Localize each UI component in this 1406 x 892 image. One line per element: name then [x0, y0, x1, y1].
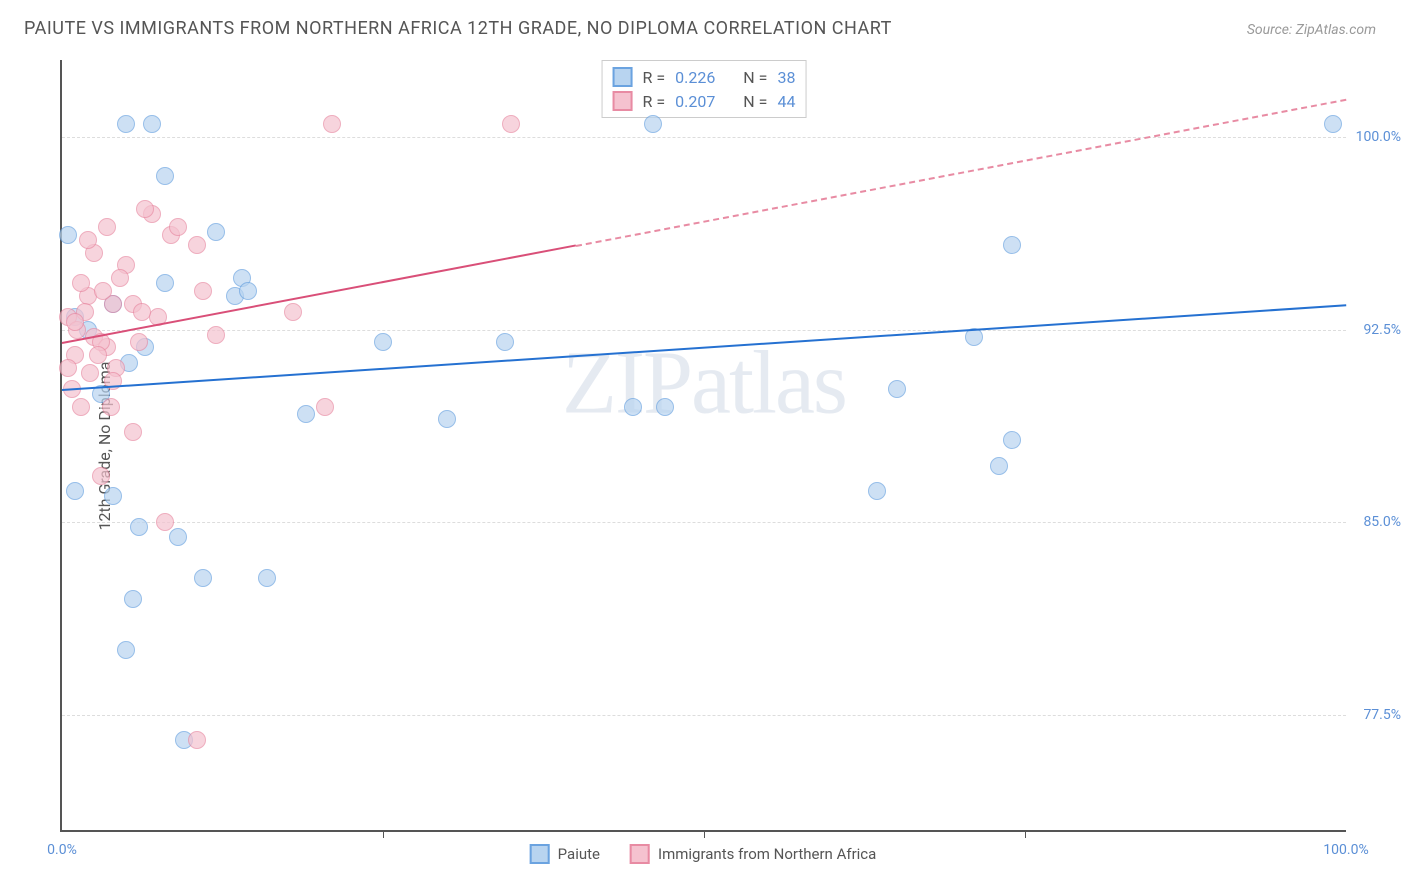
- scatter-point: [1003, 431, 1021, 449]
- trend-line: [575, 99, 1346, 247]
- scatter-point: [124, 423, 142, 441]
- scatter-point: [194, 569, 212, 587]
- scatter-point: [72, 274, 90, 292]
- r-value: 0.226: [675, 68, 715, 87]
- scatter-point: [297, 405, 315, 423]
- scatter-point: [323, 115, 341, 133]
- scatter-point: [207, 326, 225, 344]
- scatter-point: [59, 359, 77, 377]
- stats-row: R = 0.226 N = 38: [613, 65, 796, 89]
- scatter-point: [104, 487, 122, 505]
- x-tick: [704, 830, 705, 838]
- stats-row: R = 0.207 N = 44: [613, 89, 796, 113]
- scatter-point: [207, 223, 225, 241]
- gridline: [62, 330, 1346, 331]
- scatter-point: [136, 200, 154, 218]
- scatter-point: [92, 467, 110, 485]
- legend-item: Paiute: [530, 844, 600, 864]
- scatter-point: [117, 115, 135, 133]
- scatter-point: [133, 303, 151, 321]
- scatter-point: [169, 528, 187, 546]
- scatter-point: [59, 226, 77, 244]
- legend-swatch: [530, 844, 550, 864]
- x-tick-label: 0.0%: [47, 842, 77, 858]
- scatter-point: [188, 236, 206, 254]
- series-swatch: [613, 67, 633, 87]
- scatter-point: [117, 641, 135, 659]
- scatter-point: [316, 398, 334, 416]
- scatter-point: [990, 457, 1008, 475]
- source-attribution: Source: ZipAtlas.com: [1247, 22, 1376, 38]
- scatter-point: [868, 482, 886, 500]
- scatter-point: [124, 590, 142, 608]
- scatter-point: [94, 282, 112, 300]
- legend-swatch: [630, 844, 650, 864]
- stats-legend-box: R = 0.226 N = 38 R = 0.207 N = 44: [602, 60, 807, 118]
- x-tick: [383, 830, 384, 838]
- n-label: N =: [743, 92, 767, 111]
- scatter-point: [143, 115, 161, 133]
- scatter-point: [502, 115, 520, 133]
- gridline: [62, 522, 1346, 523]
- scatter-point: [102, 398, 120, 416]
- x-tick: [1025, 830, 1026, 838]
- scatter-point: [130, 333, 148, 351]
- scatter-point: [89, 346, 107, 364]
- scatter-point: [98, 218, 116, 236]
- n-value: 38: [777, 68, 795, 87]
- gridline: [62, 715, 1346, 716]
- scatter-point: [888, 380, 906, 398]
- scatter-point: [239, 282, 257, 300]
- scatter-point: [644, 115, 662, 133]
- y-tick-label: 85.0%: [1363, 514, 1401, 530]
- legend-item: Immigrants from Northern Africa: [630, 844, 876, 864]
- scatter-point: [111, 269, 129, 287]
- scatter-point: [1003, 236, 1021, 254]
- n-value: 44: [777, 92, 795, 111]
- scatter-point: [79, 231, 97, 249]
- legend-label: Paiute: [558, 845, 600, 863]
- scatter-point: [156, 513, 174, 531]
- r-label: R =: [643, 68, 666, 87]
- trend-line: [62, 304, 1346, 391]
- scatter-point: [496, 333, 514, 351]
- plot-area: ZIPatlas R =0.226 N =38R =0.207 N =44 77…: [60, 60, 1346, 832]
- scatter-point: [169, 218, 187, 236]
- r-label: R =: [643, 92, 666, 111]
- scatter-point: [374, 333, 392, 351]
- scatter-point: [156, 274, 174, 292]
- scatter-point: [624, 398, 642, 416]
- scatter-point: [66, 313, 84, 331]
- y-tick-label: 100.0%: [1356, 129, 1401, 145]
- scatter-point: [81, 364, 99, 382]
- scatter-point: [258, 569, 276, 587]
- x-tick-label: 100.0%: [1323, 842, 1368, 858]
- scatter-point: [130, 518, 148, 536]
- scatter-point: [1324, 115, 1342, 133]
- n-label: N =: [743, 68, 767, 87]
- scatter-point: [656, 398, 674, 416]
- scatter-point: [284, 303, 302, 321]
- legend-label: Immigrants from Northern Africa: [658, 845, 876, 863]
- y-tick-label: 92.5%: [1363, 322, 1401, 338]
- scatter-point: [194, 282, 212, 300]
- y-tick-label: 77.5%: [1363, 707, 1401, 723]
- scatter-point: [156, 167, 174, 185]
- scatter-point: [72, 398, 90, 416]
- chart-title: PAIUTE VS IMMIGRANTS FROM NORTHERN AFRIC…: [24, 18, 892, 39]
- scatter-point: [188, 731, 206, 749]
- scatter-point: [438, 410, 456, 428]
- scatter-point: [66, 482, 84, 500]
- series-swatch: [613, 91, 633, 111]
- series-legend: Paiute Immigrants from Northern Africa: [530, 844, 877, 864]
- r-value: 0.207: [675, 92, 715, 111]
